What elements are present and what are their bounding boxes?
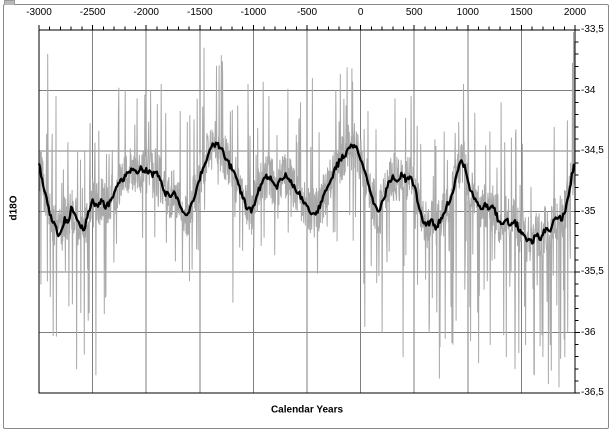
x-axis-tick-label: 2000 <box>563 7 587 18</box>
x-axis-tick-label: 1500 <box>510 7 533 18</box>
x-axis-tick-label: 1000 <box>456 7 479 18</box>
x-axis-tick-label: 500 <box>405 7 423 18</box>
y-axis-tick-label: -36 <box>581 326 596 338</box>
x-axis-tick-label: -1000 <box>240 7 267 18</box>
x-axis-tick-label: -2500 <box>79 7 106 18</box>
raw-series-line <box>38 31 576 388</box>
y-axis-tick-label: -34 <box>581 84 596 96</box>
y-axis-tick-label: -36,5 <box>581 387 604 398</box>
y-axis-tick-label: -35,5 <box>581 266 604 277</box>
y-axis-tick-label: -34,5 <box>581 145 604 156</box>
x-axis-tick-label: -1500 <box>187 7 213 18</box>
y-axis-title: d18O <box>8 195 20 221</box>
corner-artifact <box>4 0 15 5</box>
x-axis-tick-label: -500 <box>296 7 318 18</box>
y-axis-tick-label: -33,5 <box>581 24 604 35</box>
x-axis-tick-label: -3000 <box>26 7 52 18</box>
x-axis-title: Calendar Years <box>270 404 344 416</box>
smoothed-series-line <box>37 141 576 245</box>
x-axis-tick-label: 0 <box>357 7 364 18</box>
x-axis-tick-label: -2000 <box>133 7 159 18</box>
y-axis-tick-label: -35 <box>581 205 596 217</box>
